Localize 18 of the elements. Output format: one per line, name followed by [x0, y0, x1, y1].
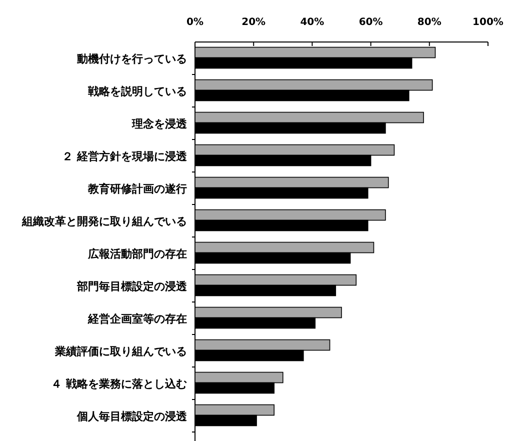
y-tick-label: 広報活動部門の存在 [87, 247, 187, 260]
x-tick-label: 100% [472, 17, 504, 28]
y-tick-label: 戦略を説明している [87, 84, 187, 98]
y-tick-label: 教育研修計画の遂行 [87, 182, 187, 196]
x-tick-label: 0% [186, 17, 204, 28]
y-tick-label: 理念を浸透 [131, 117, 188, 130]
y-tick-label: 個人毎目標設定の浸透 [76, 410, 188, 423]
y-tick-label: 業績評価に取り組んでいる [54, 344, 187, 358]
x-tick-label: 60% [358, 17, 383, 28]
x-tick-label: 40% [300, 17, 324, 28]
y-tick-label: 組織改革と開発に取り組んでいる [21, 214, 187, 228]
y-tick-label: ４ 戦略を業務に落とし込む [51, 377, 187, 390]
x-tick-label: 80% [417, 17, 442, 28]
y-tick-label: 動機付けを行っている [76, 52, 187, 66]
y-tick-label: 部門毎目標設定の浸透 [76, 280, 188, 293]
x-tick-label: 20% [242, 17, 266, 28]
y-tick-label: 経営企画室等の存在 [87, 312, 187, 326]
y-tick-label: ２ 経営方針を現場に浸透 [62, 150, 188, 163]
